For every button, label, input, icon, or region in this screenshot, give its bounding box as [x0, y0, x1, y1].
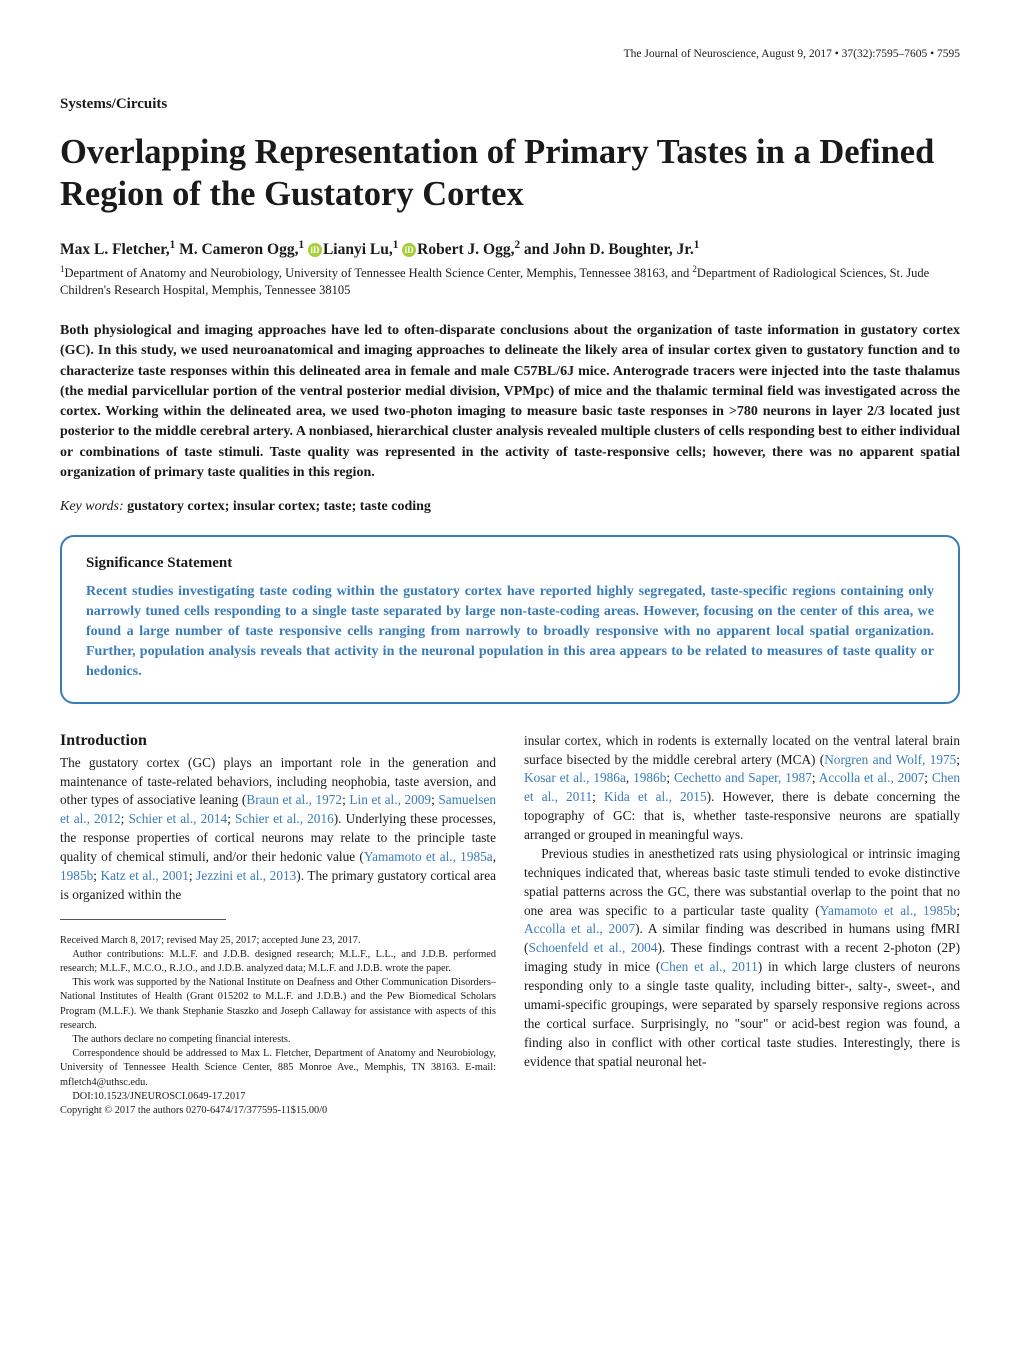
keywords: Key words: gustatory cortex; insular cor…	[60, 499, 960, 515]
intro-p1-right: insular cortex, which in rodents is exte…	[524, 732, 960, 845]
footer-copyright: Copyright © 2017 the authors 0270-6474/1…	[60, 1104, 496, 1118]
article-title: Overlapping Representation of Primary Ta…	[60, 131, 960, 215]
intro-body-left: The gustatory cortex (GC) plays an impor…	[60, 754, 496, 905]
keywords-label: Key words:	[60, 499, 124, 514]
footer-conflicts: The authors declare no competing financi…	[60, 1033, 496, 1047]
left-column: Introduction The gustatory cortex (GC) p…	[60, 732, 496, 1119]
intro-p2-right: Previous studies in anesthetized rats us…	[524, 845, 960, 1072]
footer-contributions: Author contributions: M.L.F. and J.D.B. …	[60, 948, 496, 976]
abstract-text: Both physiological and imaging approache…	[60, 321, 960, 483]
section-label: Systems/Circuits	[60, 96, 960, 113]
footer-doi: DOI:10.1523/JNEUROSCI.0649-17.2017	[60, 1090, 496, 1104]
footer-correspondence: Correspondence should be addressed to Ma…	[60, 1047, 496, 1090]
intro-p1-left: The gustatory cortex (GC) plays an impor…	[60, 754, 496, 905]
significance-box: Significance Statement Recent studies in…	[60, 535, 960, 703]
body-columns: Introduction The gustatory cortex (GC) p…	[60, 732, 960, 1119]
right-column: insular cortex, which in rodents is exte…	[524, 732, 960, 1119]
keywords-text: gustatory cortex; insular cortex; taste;…	[124, 499, 431, 514]
introduction-heading: Introduction	[60, 732, 496, 750]
journal-header: The Journal of Neuroscience, August 9, 2…	[60, 48, 960, 60]
footer-block: Received March 8, 2017; revised May 25, …	[60, 934, 496, 1119]
significance-title: Significance Statement	[86, 555, 934, 572]
affiliations: 1Department of Anatomy and Neurobiology,…	[60, 265, 960, 299]
authors-line: Max L. Fletcher,1 M. Cameron Ogg,1 iDLia…	[60, 241, 960, 259]
footer-funding: This work was supported by the National …	[60, 976, 496, 1033]
intro-body-right: insular cortex, which in rodents is exte…	[524, 732, 960, 1072]
significance-text: Recent studies investigating taste codin…	[86, 582, 934, 681]
footer-rule	[60, 919, 226, 920]
footer-received: Received March 8, 2017; revised May 25, …	[60, 934, 496, 948]
